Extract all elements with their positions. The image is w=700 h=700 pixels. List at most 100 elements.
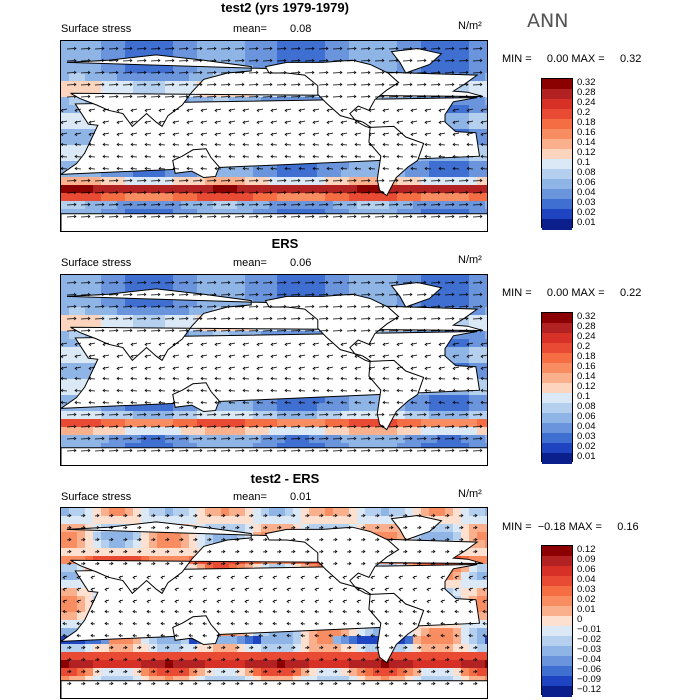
field-cell (229, 49, 238, 58)
field-cell (101, 419, 110, 428)
field-cell (405, 209, 414, 218)
field-cell (381, 193, 390, 202)
field-cell (141, 49, 150, 58)
field-cell (309, 169, 318, 178)
stress-arrow (228, 366, 236, 371)
field-cell (453, 275, 462, 284)
field-cell (485, 113, 487, 122)
stress-arrow (276, 190, 287, 195)
stress-arrow (214, 142, 222, 147)
field-cell (141, 548, 150, 557)
stress-arrow (192, 82, 203, 87)
field-cell (461, 291, 470, 300)
field-cell (205, 443, 214, 452)
stress-arrow (136, 525, 142, 530)
field-cell (237, 636, 246, 645)
field-cell (437, 411, 446, 420)
field-cell (269, 411, 278, 420)
field-cell (85, 604, 94, 613)
field-cell (261, 636, 270, 645)
field-cell (477, 532, 486, 541)
field-cell (93, 532, 102, 541)
stress-arrow (388, 525, 394, 530)
field-cell (133, 403, 142, 412)
field-cell (397, 676, 406, 685)
stress-arrow (158, 132, 166, 137)
stress-arrow (424, 400, 432, 405)
land-mass (368, 359, 425, 431)
field-cell (461, 668, 470, 677)
stress-arrow (360, 292, 371, 297)
panel-2-map (60, 274, 488, 466)
field-cell (477, 580, 486, 589)
land-mass (264, 526, 400, 596)
field-cell (429, 177, 438, 186)
field-cell (285, 275, 294, 284)
field-cell (293, 169, 302, 178)
stress-arrow (346, 58, 357, 63)
field-cell (133, 49, 142, 58)
field-cell (93, 201, 102, 210)
field-cell (101, 65, 110, 74)
field-cell (205, 411, 214, 420)
field-cell (485, 65, 487, 74)
field-cell (333, 283, 342, 292)
field-cell (437, 660, 446, 669)
field-cell (117, 275, 126, 284)
field-cell (165, 185, 174, 194)
stress-arrow (276, 304, 287, 309)
field-cell (461, 185, 470, 194)
field-cell (213, 299, 222, 308)
stress-arrow (318, 525, 324, 530)
field-cell (333, 427, 342, 436)
field-cell (157, 540, 166, 549)
field-cell (325, 161, 334, 170)
field-cell (165, 540, 174, 549)
stress-arrow (304, 448, 315, 453)
stress-arrow (416, 525, 422, 530)
stress-arrow (452, 376, 460, 381)
stress-arrow (382, 366, 390, 371)
field-cell (469, 97, 478, 106)
stress-arrow (150, 328, 161, 333)
stress-arrow (374, 436, 385, 441)
field-cell (189, 49, 198, 58)
stress-arrow (116, 342, 124, 347)
stress-arrow (94, 82, 105, 87)
field-cell (461, 355, 470, 364)
field-cell (85, 540, 94, 549)
field-cell (421, 644, 430, 653)
field-cell (197, 644, 206, 653)
land-mass (61, 213, 487, 231)
stress-arrow (61, 166, 68, 171)
stress-arrow (340, 354, 348, 359)
field-cell (341, 185, 350, 194)
field-cell (485, 668, 487, 677)
stress-arrow (424, 354, 432, 359)
stress-arrow (402, 292, 413, 297)
field-cell (389, 291, 398, 300)
stress-arrow (61, 120, 68, 125)
field-cell (69, 572, 78, 581)
field-cell (349, 193, 358, 202)
field-cell (429, 435, 438, 444)
field-cell (357, 161, 366, 170)
stress-arrow (228, 354, 236, 359)
stress-arrow (340, 108, 348, 113)
stress-arrow (388, 202, 399, 207)
stress-arrow (368, 166, 376, 171)
field-cell (69, 65, 78, 74)
field-cell (125, 636, 134, 645)
field-cell (117, 307, 126, 316)
stress-arrow (480, 354, 487, 359)
field-cell (157, 177, 166, 186)
field-cell (381, 49, 390, 58)
stress-arrow (220, 525, 226, 530)
stress-arrow (466, 120, 474, 125)
field-cell (141, 169, 150, 178)
field-cell (197, 97, 206, 106)
stress-arrow (248, 525, 254, 530)
field-cell (69, 644, 78, 653)
field-cell (125, 315, 134, 324)
field-cell (117, 299, 126, 308)
